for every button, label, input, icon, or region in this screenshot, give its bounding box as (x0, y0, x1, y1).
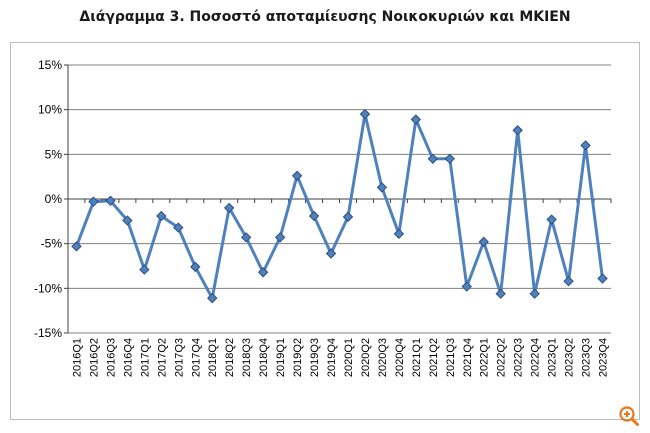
data-point (580, 140, 591, 151)
data-point (512, 125, 523, 136)
x-tick-label: 2022Q1 (479, 338, 491, 377)
x-tick-label: 2022Q2 (496, 338, 508, 377)
x-tick-label: 2020Q1 (343, 338, 355, 377)
zoom-in-icon[interactable] (618, 405, 640, 427)
x-tick-label: 2016Q1 (71, 338, 83, 377)
x-tick-label: 2023Q4 (598, 338, 610, 377)
y-tick-label: -5% (41, 237, 63, 251)
x-tick-label: 2021Q4 (462, 338, 474, 377)
data-point (427, 153, 439, 165)
data-point (223, 202, 235, 214)
x-tick-label: 2023Q2 (564, 338, 576, 377)
x-tick-label: 2021Q1 (411, 338, 423, 377)
x-tick-label: 2019Q1 (275, 338, 287, 377)
data-point (393, 228, 405, 240)
x-tick-label: 2018Q1 (207, 338, 219, 377)
x-tick-label: 2022Q3 (513, 338, 525, 377)
data-point (291, 170, 303, 181)
x-tick-label: 2017Q4 (190, 338, 202, 377)
x-tick-label: 2023Q1 (547, 338, 559, 377)
data-point (207, 292, 218, 304)
x-tick-label: 2017Q3 (173, 338, 185, 377)
x-tick-label: 2016Q3 (105, 338, 117, 377)
data-point (122, 215, 133, 226)
data-point (88, 196, 99, 207)
x-tick-label: 2023Q3 (581, 338, 593, 377)
data-point (359, 108, 371, 120)
data-point (563, 275, 574, 287)
data-point (376, 182, 388, 193)
y-tick-label: 10% (38, 103, 62, 117)
zoom-in-glyph (619, 406, 639, 426)
data-point (173, 222, 184, 233)
data-point (105, 195, 116, 206)
chart-title: Διάγραμμα 3. Ποσοστό αποταμίευσης Νοικοκ… (79, 9, 571, 25)
data-point (478, 236, 489, 248)
x-tick-label: 2021Q3 (445, 338, 457, 377)
data-point (461, 281, 472, 292)
x-tick-label: 2019Q4 (326, 338, 338, 377)
data-point (71, 241, 82, 252)
x-tick-label: 2019Q2 (292, 338, 304, 377)
x-tick-label: 2017Q1 (139, 338, 151, 377)
line-chart: -15% -10% -5% 0% 5% 10% 15% 2016Q1 2016Q2 2016Q3 2… (34, 58, 612, 377)
x-tick-label: 2020Q3 (377, 338, 389, 377)
data-point (529, 288, 540, 299)
data-point (495, 288, 506, 299)
data-point (325, 248, 337, 259)
data-point (597, 273, 608, 284)
data-point (444, 153, 456, 165)
data-point (240, 232, 252, 243)
x-tick-label: 2016Q2 (88, 338, 100, 377)
data-point (342, 211, 354, 223)
data-point (410, 114, 422, 125)
y-tick-label: -10% (34, 281, 62, 295)
data-point (546, 214, 557, 225)
x-tick-label: 2020Q2 (360, 338, 372, 377)
x-tick-label: 2018Q3 (241, 338, 253, 377)
x-tick-label: 2019Q3 (309, 338, 321, 377)
series-line (75, 112, 604, 300)
chart-frame: -15% -10% -5% 0% 5% 10% 15% 2016Q1 2016Q2 2016Q3 2… (10, 42, 640, 420)
data-point (257, 267, 269, 278)
x-tick-label: 2022Q4 (530, 338, 542, 377)
data-point (308, 210, 320, 222)
x-tick-label: 2021Q2 (428, 338, 440, 377)
x-tick-label: 2018Q2 (224, 338, 236, 377)
y-tick-label: 15% (38, 58, 62, 72)
x-tick-label: 2018Q4 (258, 338, 270, 377)
data-point (190, 261, 201, 273)
data-point (139, 264, 150, 275)
y-tick-label: 0% (45, 192, 63, 206)
data-point (274, 232, 286, 243)
y-tick-label: 5% (45, 147, 63, 161)
x-tick-label: 2017Q2 (156, 338, 168, 377)
data-point (156, 210, 167, 222)
x-tick-label: 2020Q4 (394, 338, 406, 377)
x-tick-label: 2016Q4 (122, 338, 134, 377)
y-tick-label: -15% (34, 326, 62, 340)
